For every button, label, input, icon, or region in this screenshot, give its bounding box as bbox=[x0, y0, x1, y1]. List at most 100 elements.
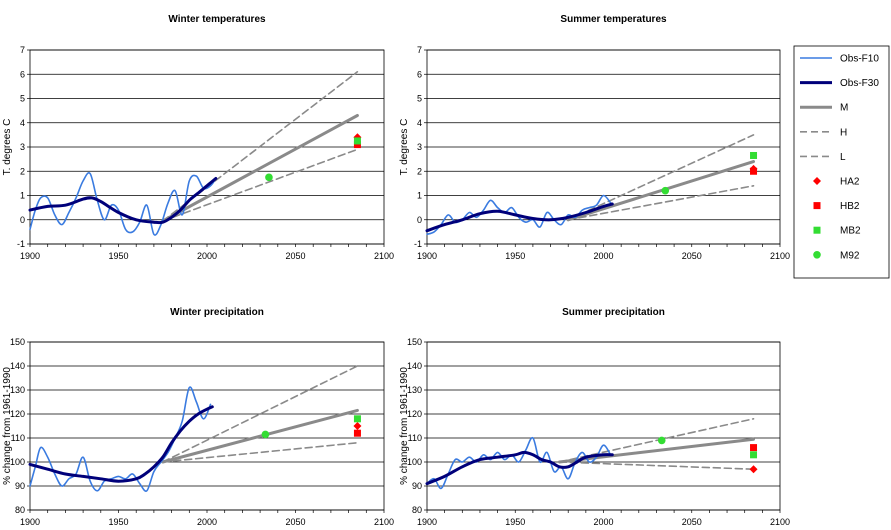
legend-item-h: H bbox=[800, 127, 847, 138]
chart-panel-2: Summer temperatures T. degrees C -1 0 1 2 3 4 5 6… bbox=[399, 14, 790, 261]
legend-item-m: M bbox=[800, 103, 848, 114]
y-tick-label: 130 bbox=[10, 385, 25, 395]
series-marker-m92 bbox=[261, 430, 270, 439]
legend-label: H bbox=[840, 127, 847, 138]
legend-label: Obs-F10 bbox=[840, 54, 879, 65]
series-marker-m92 bbox=[661, 186, 670, 195]
series-line-l bbox=[558, 461, 755, 470]
legend-box bbox=[793, 45, 890, 279]
y-tick-label: 110 bbox=[408, 433, 422, 443]
y-tick-label: 120 bbox=[407, 409, 422, 419]
plot-frame bbox=[29, 341, 385, 511]
y-tick-label: 4 bbox=[417, 118, 422, 128]
y-tick-label: 0 bbox=[20, 215, 25, 225]
y-tick-label: 5 bbox=[20, 94, 25, 104]
y-tick-label: 150 bbox=[10, 337, 25, 347]
y-axis-label: T. degrees C bbox=[399, 119, 410, 176]
series-line-obs-f10 bbox=[29, 386, 212, 492]
series-marker-hb2 bbox=[353, 141, 361, 149]
y-tick-label: 3 bbox=[417, 142, 422, 152]
legend-label: HB2 bbox=[840, 201, 860, 212]
x-tick-label: 2100 bbox=[770, 251, 790, 261]
plot-frame bbox=[426, 341, 781, 511]
y-axis-label: % change from 1961-1990 bbox=[2, 367, 13, 485]
chart-title: Winter temperatures bbox=[168, 14, 266, 25]
series-marker-ha2 bbox=[353, 422, 362, 430]
series-marker-mb2 bbox=[353, 415, 361, 423]
series-line-obs-f10 bbox=[426, 436, 612, 490]
x-tick-label: 2050 bbox=[682, 517, 702, 527]
series-marker-mb2 bbox=[750, 151, 758, 159]
series-line-l bbox=[162, 442, 359, 463]
series-line-obs-f10 bbox=[29, 172, 217, 236]
legend-item-l: L bbox=[800, 152, 846, 163]
y-tick-label: 80 bbox=[412, 505, 422, 515]
legend-swatch bbox=[813, 177, 821, 185]
x-tick-label: 2050 bbox=[285, 251, 305, 261]
y-tick-label: 1 bbox=[417, 191, 422, 201]
x-tick-label: 1950 bbox=[108, 517, 128, 527]
y-tick-label: -1 bbox=[17, 239, 25, 249]
y-tick-label: 7 bbox=[20, 45, 25, 55]
legend-swatch bbox=[813, 202, 821, 210]
y-tick-label: 80 bbox=[15, 505, 25, 515]
x-tick-label: 1950 bbox=[505, 251, 525, 261]
legend-item-m92: M92 bbox=[813, 250, 860, 261]
y-tick-label: 1 bbox=[20, 191, 25, 201]
y-tick-label: 130 bbox=[407, 385, 422, 395]
x-tick-label: 2100 bbox=[374, 517, 394, 527]
series-line-l bbox=[567, 185, 755, 221]
legend: Obs-F10 Obs-F30 M H L HA2 HB2 MB2 M92 bbox=[793, 45, 890, 279]
series-line-h bbox=[567, 134, 755, 221]
series-line-obs-f30 bbox=[28, 177, 218, 225]
legend-swatch bbox=[813, 226, 821, 234]
y-tick-label: 140 bbox=[10, 361, 25, 371]
x-tick-label: 2000 bbox=[593, 517, 613, 527]
x-tick-label: 2000 bbox=[197, 517, 217, 527]
x-tick-label: 2000 bbox=[197, 251, 217, 261]
series-marker-ha2 bbox=[749, 465, 758, 474]
series-marker-mb2 bbox=[353, 137, 361, 145]
y-tick-label: 6 bbox=[20, 69, 25, 79]
series-marker-hb2 bbox=[353, 429, 361, 437]
y-tick-label: -1 bbox=[414, 239, 422, 249]
x-tick-label: 1950 bbox=[505, 517, 525, 527]
series-marker-m92 bbox=[265, 173, 273, 182]
series-line-obs-f30 bbox=[425, 450, 614, 486]
y-tick-label: 110 bbox=[11, 433, 25, 443]
y-tick-label: 4 bbox=[20, 118, 25, 128]
y-tick-label: 90 bbox=[412, 481, 422, 491]
x-tick-label: 2050 bbox=[682, 251, 702, 261]
x-tick-label: 1900 bbox=[417, 517, 437, 527]
x-tick-label: 1900 bbox=[20, 251, 40, 261]
legend-label: HA2 bbox=[840, 177, 860, 188]
y-tick-label: 90 bbox=[15, 481, 25, 491]
series-marker-mb2 bbox=[750, 451, 758, 459]
y-tick-label: 3 bbox=[20, 142, 25, 152]
legend-item-hb2: HB2 bbox=[813, 201, 860, 212]
legend-item-obs-f10: Obs-F10 bbox=[800, 54, 879, 65]
chart-title: Summer precipitation bbox=[562, 307, 665, 318]
series-line-m bbox=[161, 408, 359, 464]
y-tick-label: 100 bbox=[407, 457, 422, 467]
y-tick-label: 2 bbox=[20, 166, 25, 176]
series-line-m bbox=[557, 437, 755, 464]
x-tick-label: 2100 bbox=[374, 251, 394, 261]
y-axis-label: T. degrees C bbox=[2, 119, 13, 176]
y-axis-label: % change from 1961-1990 bbox=[399, 367, 410, 485]
y-tick-label: 140 bbox=[407, 361, 422, 371]
chart-panel-4: Summer precipitation % change from 1961-1… bbox=[399, 307, 790, 527]
series-line-obs-f30 bbox=[425, 202, 614, 233]
y-tick-label: 7 bbox=[417, 45, 422, 55]
series-marker-m92 bbox=[657, 436, 666, 445]
series-line-h bbox=[162, 365, 359, 463]
series-marker-hb2 bbox=[750, 444, 758, 452]
legend-swatch bbox=[813, 251, 821, 259]
chart-title: Summer temperatures bbox=[560, 14, 667, 25]
chart-panel-1: Winter temperatures T. degrees C -1 0 1 2 3 4 5 6… bbox=[2, 14, 394, 261]
x-tick-label: 2050 bbox=[285, 517, 305, 527]
legend-label: M92 bbox=[840, 250, 860, 261]
x-tick-label: 2000 bbox=[593, 251, 613, 261]
y-tick-label: 120 bbox=[10, 409, 25, 419]
